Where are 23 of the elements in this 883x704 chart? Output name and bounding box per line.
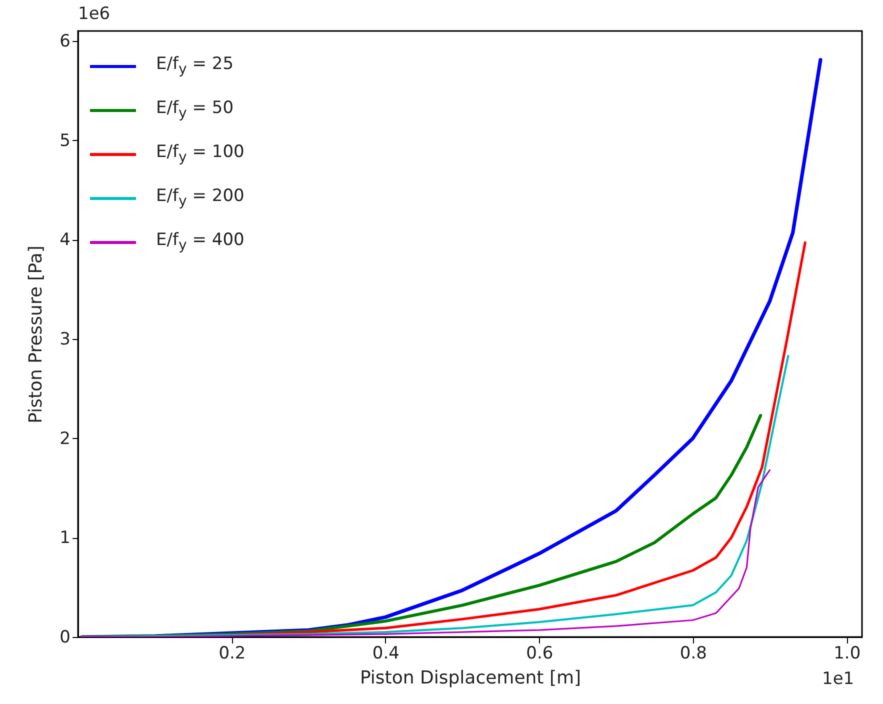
x-tick-label: 1.0 bbox=[834, 644, 861, 664]
y-tick-label: 3 bbox=[60, 329, 70, 350]
text: 1e6 bbox=[78, 4, 110, 24]
text: 1e1 bbox=[822, 669, 854, 689]
y-axis-title: Piston Pressure [Pa] bbox=[26, 246, 47, 424]
legend-label: E/f$_{y}$ = 400 bbox=[156, 230, 244, 254]
y-tick-label: 6 bbox=[60, 31, 70, 52]
x-tick-label: 0.4 bbox=[372, 644, 400, 664]
legend-label: E/f$_{y}$ = 50 bbox=[156, 98, 234, 122]
x-tick-label: 0.6 bbox=[526, 644, 554, 664]
y-tick-label: 2 bbox=[60, 428, 70, 449]
line-series bbox=[80, 354, 790, 637]
legend-label: E/f$_{y}$ = 200 bbox=[156, 186, 244, 210]
legend-label: E/f$_{y}$ = 100 bbox=[156, 142, 244, 166]
y-tick-label: 0 bbox=[60, 628, 70, 648]
y-tick-label: 1 bbox=[60, 528, 70, 548]
y-tick-label: 5 bbox=[60, 130, 70, 151]
legend-label: E/f$_{y}$ = 25 bbox=[156, 54, 234, 78]
x-tick-label: 0.8 bbox=[680, 644, 707, 664]
x-axis-title: Piston Displacement [m] bbox=[360, 668, 582, 688]
y-tick-label: 4 bbox=[60, 230, 70, 250]
x-tick-label: 0.2 bbox=[218, 644, 246, 664]
line-series bbox=[81, 469, 771, 637]
